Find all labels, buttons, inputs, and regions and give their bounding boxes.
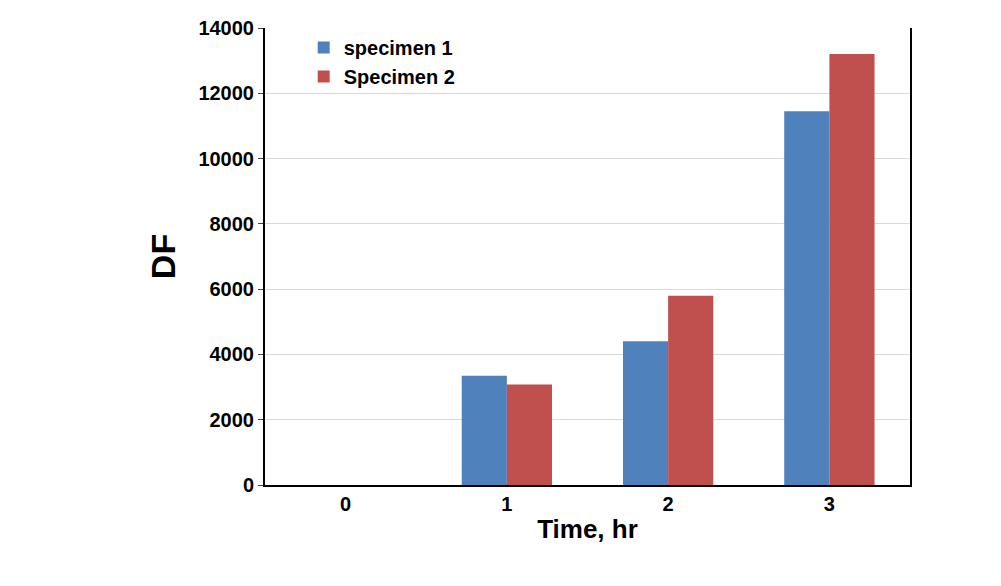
svg-text:2: 2 xyxy=(663,493,674,515)
svg-text:8000: 8000 xyxy=(210,213,255,235)
svg-text:specimen 1: specimen 1 xyxy=(344,37,453,59)
svg-text:0: 0 xyxy=(243,474,254,496)
svg-text:0: 0 xyxy=(340,493,351,515)
svg-text:14000: 14000 xyxy=(198,17,254,39)
svg-text:Time, hr: Time, hr xyxy=(537,514,638,544)
svg-text:Specimen 2: Specimen 2 xyxy=(344,66,455,88)
svg-text:3: 3 xyxy=(824,493,835,515)
svg-text:4000: 4000 xyxy=(210,343,255,365)
svg-text:12000: 12000 xyxy=(198,82,254,104)
svg-text:2000: 2000 xyxy=(210,409,255,431)
svg-text:10000: 10000 xyxy=(198,148,254,170)
svg-text:6000: 6000 xyxy=(210,278,255,300)
svg-text:1: 1 xyxy=(501,493,512,515)
svg-text:DF: DF xyxy=(144,234,182,279)
